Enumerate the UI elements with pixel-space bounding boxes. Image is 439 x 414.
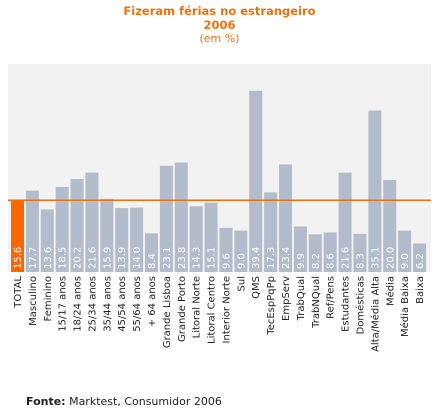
source-label: Fonte: [26,395,66,408]
value-label-7: 13.9 [117,247,128,269]
bar-24 [368,110,382,272]
category-label-7: 45/54 anos [117,276,128,332]
value-label-15: 9.0 [236,253,247,269]
bar-20 [308,234,322,272]
bar-26 [398,230,412,272]
bar-25 [383,180,397,272]
value-label-21: 8.6 [326,253,337,269]
bar-3 [55,186,69,272]
bar-17 [264,192,278,272]
category-label-24: Alta/Média Alta [369,276,381,352]
chart-title-block: Fizeram férias no estrangeiro 2006 (em %… [0,4,439,46]
category-label-23: Domésticas [354,276,366,334]
bar-21 [323,232,337,272]
value-label-19: 9.9 [296,253,307,269]
bar-23 [353,233,367,272]
category-label-5: 25/34 anos [87,276,98,332]
source-note: Fonte: Marktest, Consumidor 2006 [26,395,222,408]
value-label-14: 9.6 [221,253,232,269]
value-label-25: 20.0 [385,247,396,269]
value-label-5: 21.6 [87,247,98,269]
category-label-14: Interior Norte [221,276,232,343]
chart-year: 2006 [203,18,236,32]
value-label-22: 21.6 [341,247,352,269]
value-label-10: 23.1 [162,247,173,269]
value-label-13: 15.1 [207,247,218,269]
value-label-2: 13.6 [43,247,54,269]
bar-13 [204,202,218,272]
bar-7 [115,208,129,272]
category-label-22: Estudantes [341,276,352,332]
value-label-18: 23.4 [281,247,292,269]
value-label-27: 6.2 [415,253,426,269]
category-label-19: TrabQual [296,276,307,321]
bar-18 [279,164,293,272]
bar-14 [219,227,233,272]
bar-9 [145,233,159,272]
bar-15 [234,230,248,272]
value-label-0: 15.6 [13,247,24,269]
category-label-0: TOTAL [13,276,24,309]
category-label-15: Sul [236,276,247,291]
bar-12 [189,206,203,272]
category-label-9: + 64 anos [147,276,158,327]
bar-22 [338,172,352,272]
value-label-3: 18.5 [58,247,69,269]
bar-5 [85,172,99,272]
value-label-9: 8.4 [147,253,158,269]
value-label-17: 17.3 [266,247,277,269]
bar-6 [100,198,114,272]
category-label-2: Feminino [43,276,54,321]
category-label-12: Litoral Norte [192,276,203,338]
bar-16 [249,90,263,272]
bar-27 [413,243,427,272]
value-label-4: 20.2 [73,247,84,269]
bar-19 [293,226,307,272]
chart-title: Fizeram férias no estrangeiro [123,4,316,18]
bar-11 [174,162,188,272]
bar-1 [25,190,39,272]
value-label-12: 14.3 [192,247,203,269]
bar-4 [70,179,84,272]
value-label-11: 23.8 [177,247,188,269]
category-label-8: 55/64 anos [132,276,143,332]
bar-8 [130,207,144,272]
category-label-16: QMS [251,276,262,299]
category-label-21: Ref/Pens [326,276,337,319]
category-label-27: Baixa [415,276,426,304]
bar-0 [11,200,24,272]
value-label-16: 39.4 [251,247,262,269]
value-label-20: 8.2 [311,253,322,269]
category-label-18: EmpServ [281,276,292,321]
chart-subtitle: (em %) [199,32,240,45]
value-label-8: 14.0 [132,247,143,269]
category-label-4: 18/24 anos [73,276,84,332]
category-label-11: Grande Porto [177,276,188,342]
value-label-1: 17.7 [28,247,39,269]
value-label-6: 15.9 [102,247,113,269]
category-label-25: Média [384,276,396,306]
source-text: Marktest, Consumidor 2006 [69,395,222,408]
value-label-24: 35.1 [370,247,381,269]
category-label-6: 35/44 anos [102,276,113,332]
category-label-17: TecEspPqPp [266,276,277,336]
category-label-20: TrabNQual [311,276,322,329]
value-label-26: 9.0 [400,253,411,269]
value-label-23: 8.3 [355,253,366,269]
category-label-10: Grande Lisboa [162,276,173,348]
bar-2 [40,209,54,272]
bar-10 [159,165,173,272]
category-label-26: Média Baixa [399,276,411,337]
category-label-3: 15/17 anos [58,276,69,332]
category-label-13: Litoral Centro [207,276,218,344]
category-label-1: Masculino [28,276,39,326]
